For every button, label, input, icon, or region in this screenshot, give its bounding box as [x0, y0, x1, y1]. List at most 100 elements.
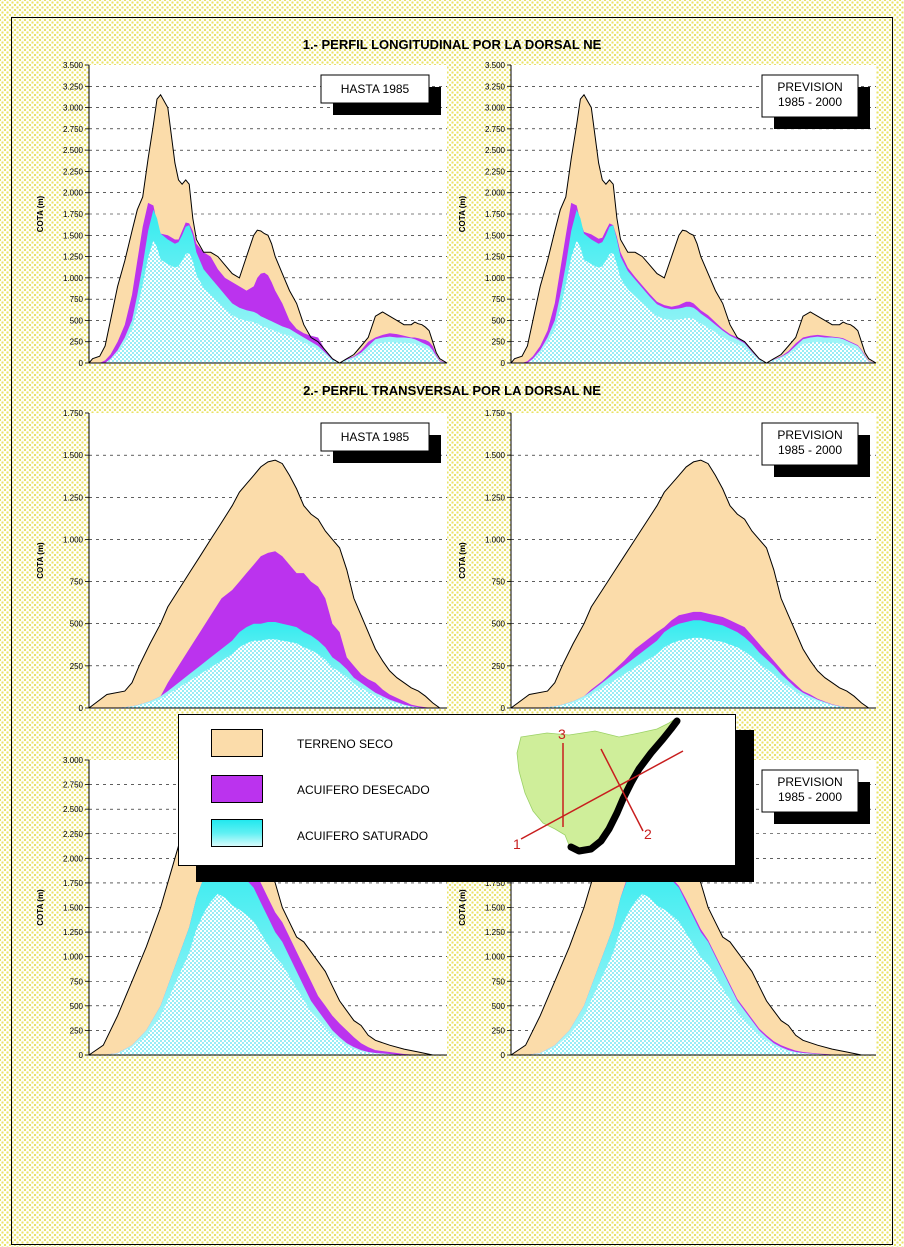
area-saturado-dotted [89, 240, 447, 363]
y-tick-label: 3.000 [485, 104, 506, 113]
area-terreno-seco [511, 460, 876, 708]
label-box-text: 1985 - 2000 [778, 443, 842, 457]
y-tick-label: 3.500 [63, 61, 84, 70]
island-land [516, 718, 678, 852]
chart-transversal-hasta-1985: 0 250 500 750 1.000 1.250 1.500 1.750 COTA (m) HA… [36, 409, 447, 713]
y-tick-label: 1.750 [63, 210, 84, 219]
location-map: 1 2 3 [513, 717, 684, 855]
y-tick-label: 750 [492, 977, 506, 986]
y-axis-label: COTA (m) [36, 889, 45, 926]
y-tick-label: 1.500 [63, 231, 84, 240]
y-tick-label: 1.250 [63, 253, 84, 262]
y-tick-label: 0 [79, 359, 84, 368]
y-tick-label: 750 [70, 295, 84, 304]
label-box-text: 1985 - 2000 [778, 95, 842, 109]
y-tick-label: 0 [79, 1051, 84, 1060]
area-saturado-dotted [89, 893, 447, 1055]
label-box-text: HASTA 1985 [341, 430, 410, 444]
y-tick-label: 2.500 [485, 146, 506, 155]
y-axis-label: COTA (m) [36, 195, 45, 232]
island-coast-ne [567, 717, 681, 855]
y-tick-label: 0 [501, 359, 506, 368]
y-tick-label: 500 [70, 620, 84, 629]
terrain-profile-line [88, 459, 447, 709]
y-tick-label: 750 [492, 295, 506, 304]
area-saturado-dotted [89, 639, 447, 708]
y-tick-label: 1.250 [485, 493, 506, 502]
y-tick-label: 1.250 [485, 253, 506, 262]
y-tick-label: 0 [501, 704, 506, 713]
y-tick-label: 1.750 [485, 210, 506, 219]
chart-transversal-prevision: 0 250 500 750 1.000 1.250 1.500 1.750 COTA (m) PR… [458, 409, 876, 713]
label-box-text: 1985 - 2000 [778, 790, 842, 804]
y-axis-label: COTA (m) [458, 889, 467, 926]
label-box [761, 74, 859, 118]
y-tick-label: 1.750 [485, 879, 506, 888]
legend-label-desecado: ACUIFERO DESECADO [297, 783, 430, 797]
y-axis-label: COTA (m) [36, 542, 45, 579]
section-title-1: 1.- PERFIL LONGITUDINAL POR LA DORSAL NE [302, 37, 602, 52]
y-tick-label: 1.000 [485, 953, 506, 962]
y-tick-label: 750 [70, 578, 84, 587]
chart-longitudinal-prevision: 0 250 500 750 1.000 1.250 1.500 1.750 2.000 2.250… [458, 61, 877, 368]
y-tick-label: 2.750 [485, 125, 506, 134]
y-tick-label: 2.000 [485, 189, 506, 198]
y-tick-label: 0 [79, 704, 84, 713]
y-tick-label: 1.500 [485, 451, 506, 460]
y-tick-label: 250 [492, 1026, 506, 1035]
legend-label-terreno: TERRENO SECO [297, 737, 394, 751]
y-tick-label: 250 [70, 662, 84, 671]
section-title-2: 2.- PERFIL TRANSVERSAL POR LA DORSAL NE [303, 383, 601, 398]
legend-swatch-terreno [211, 729, 263, 757]
y-tick-label: 2.750 [63, 781, 84, 790]
y-tick-label: 1.500 [485, 904, 506, 913]
legend-swatch-saturado [211, 819, 263, 847]
y-tick-label: 1.500 [63, 451, 84, 460]
profile-label-3: 3 [558, 726, 566, 742]
label-box-text: PREVISION [777, 80, 842, 94]
y-tick-label: 1.250 [63, 928, 84, 937]
y-tick-label: 1.750 [63, 879, 84, 888]
y-tick-label: 1.250 [485, 928, 506, 937]
y-tick-label: 1.250 [63, 493, 84, 502]
y-tick-label: 1.500 [485, 231, 506, 240]
y-tick-label: 2.000 [63, 854, 84, 863]
terrain-profile-line [510, 93, 877, 364]
y-axis-label: COTA (m) [458, 542, 467, 579]
label-box-text: PREVISION [777, 428, 842, 442]
y-tick-label: 750 [70, 977, 84, 986]
y-tick-label: 1.000 [63, 274, 84, 283]
profile-label-2: 2 [644, 826, 652, 842]
label-box [320, 422, 430, 452]
label-box-text: PREVISION [777, 775, 842, 789]
y-tick-label: 500 [70, 316, 84, 325]
area-saturado-dotted [511, 893, 876, 1055]
terrain-profile-line [88, 93, 448, 364]
y-tick-label: 1.000 [63, 535, 84, 544]
legend: TERRENO SECO ACUIFERO DESECADO ACUIFERO … [178, 714, 736, 866]
y-tick-label: 1.000 [485, 535, 506, 544]
area-saturado-dotted [511, 240, 876, 363]
y-tick-label: 2.250 [485, 167, 506, 176]
y-tick-label: 2.000 [63, 189, 84, 198]
y-tick-label: 3.000 [63, 104, 84, 113]
y-tick-label: 2.750 [63, 125, 84, 134]
label-box [761, 769, 859, 813]
legend-swatch-desecado [211, 775, 263, 803]
figure-frame [11, 17, 893, 1245]
label-box [761, 422, 859, 466]
profile-label-1: 1 [513, 836, 521, 852]
profile-line-2 [600, 748, 644, 832]
y-tick-label: 1.500 [63, 904, 84, 913]
y-tick-label: 750 [492, 578, 506, 587]
area-saturado-dotted [511, 637, 876, 708]
terrain-profile-line [510, 459, 876, 709]
y-tick-label: 500 [492, 620, 506, 629]
y-tick-label: 1.750 [485, 409, 506, 418]
label-box-text: HASTA 1985 [341, 82, 410, 96]
chart-canadas-icod-prevision: 02505007501.0001.2501.5001.7502.0002.250… [458, 756, 876, 1060]
y-tick-label: 250 [70, 338, 84, 347]
y-tick-label: 500 [492, 316, 506, 325]
legend-label-saturado: ACUIFERO SATURADO [297, 829, 429, 843]
